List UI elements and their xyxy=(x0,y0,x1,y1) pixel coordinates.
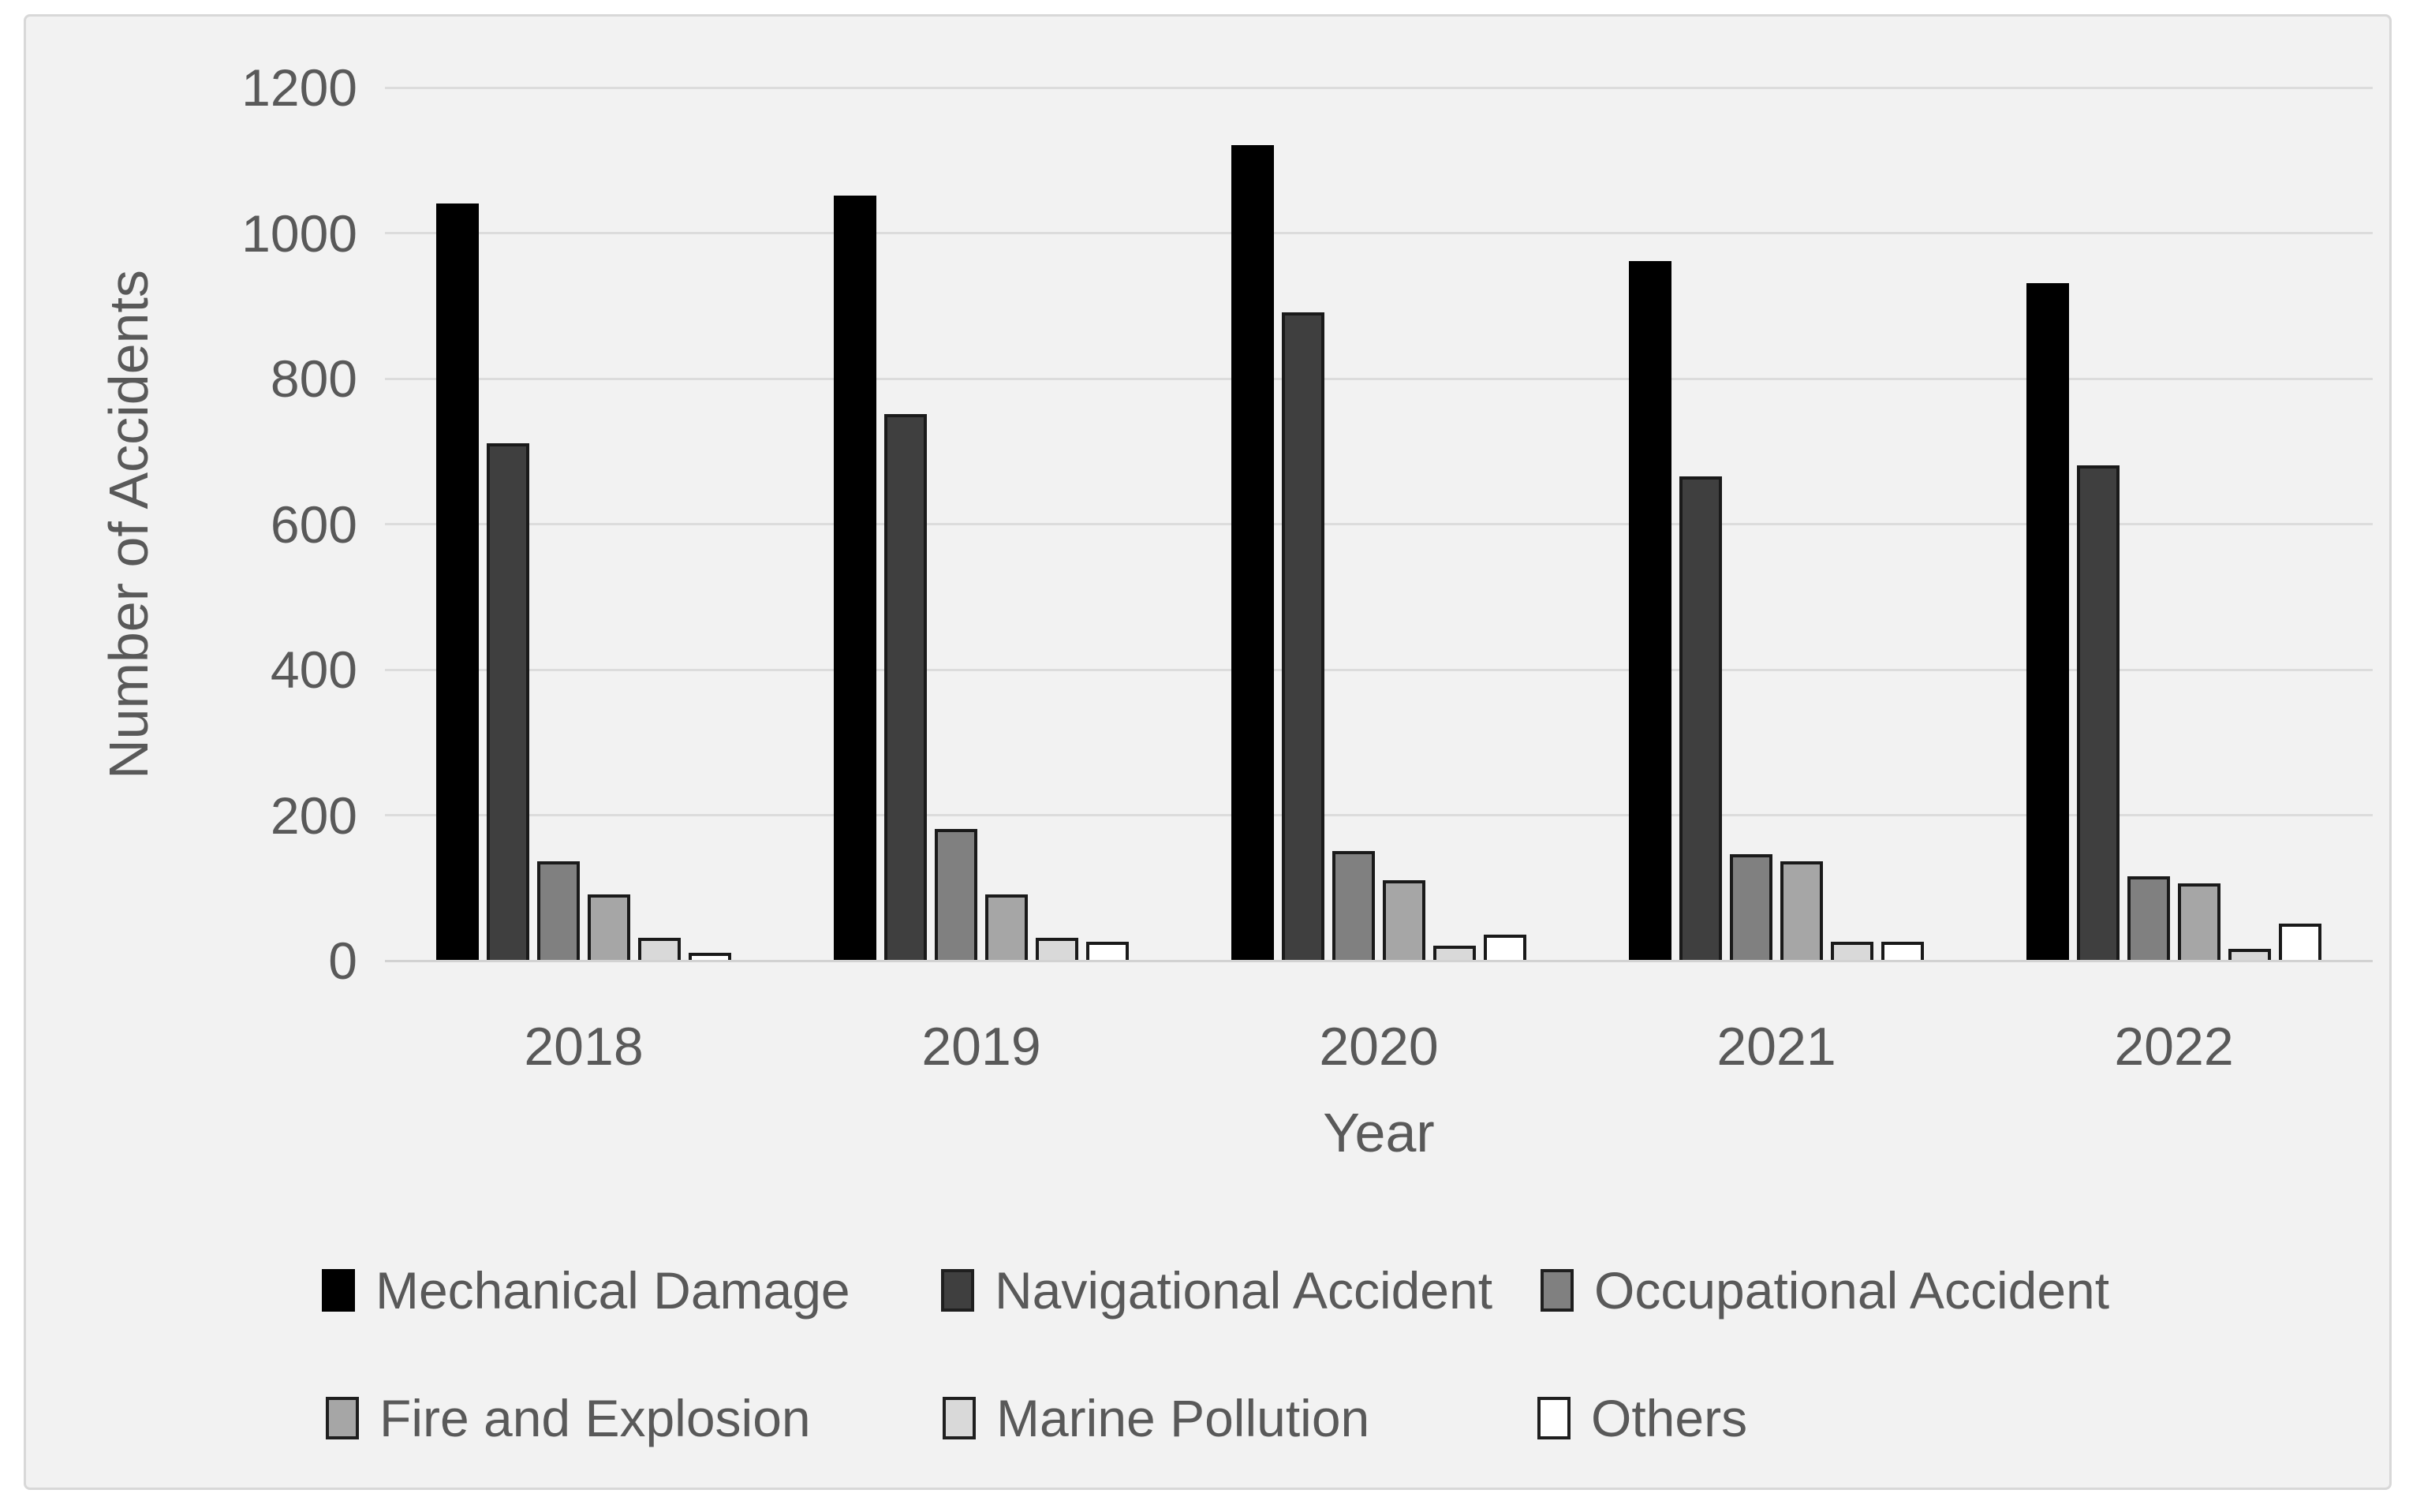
bar-2020-others xyxy=(1484,934,1526,960)
legend-item-mechanical-damage: Mechanical Damage xyxy=(322,1264,850,1316)
bar-2022-occupational-accident xyxy=(2127,875,2170,960)
bar-2019-occupational-accident xyxy=(935,828,977,960)
y-tick-label: 1000 xyxy=(241,203,357,263)
bar-2021-navigational-accident xyxy=(1679,476,1722,960)
bar-2020-navigational-accident xyxy=(1282,312,1324,960)
x-tick-label: 2019 xyxy=(921,1017,1041,1077)
x-axis-line xyxy=(385,959,2373,962)
bar-2022-mechanical-damage xyxy=(2026,283,2069,960)
gridline xyxy=(385,232,2373,234)
legend-swatch-icon xyxy=(1537,1397,1571,1439)
x-axis-title: Year xyxy=(1323,1102,1435,1163)
chart-canvas: Number of Accidents Year Mechanical Dama… xyxy=(24,14,2392,1490)
bar-2020-fire-and-explosion xyxy=(1383,879,1425,960)
bar-2018-navigational-accident xyxy=(487,443,529,960)
legend-swatch-icon xyxy=(326,1397,359,1439)
plot-area xyxy=(385,86,2373,962)
x-tick-label: 2021 xyxy=(1716,1017,1836,1077)
bar-2019-fire-and-explosion xyxy=(985,894,1028,960)
bar-2018-others xyxy=(689,952,731,960)
bar-2022-fire-and-explosion xyxy=(2178,883,2220,960)
y-tick-label: 1200 xyxy=(241,58,357,117)
legend-swatch-icon xyxy=(1541,1269,1574,1312)
x-tick-label: 2020 xyxy=(1319,1017,1439,1077)
bar-2019-navigational-accident xyxy=(884,414,927,960)
y-tick-label: 800 xyxy=(270,349,357,408)
x-tick-label: 2022 xyxy=(2114,1017,2234,1077)
legend-label: Fire and Explosion xyxy=(379,1389,811,1447)
x-tick-label: 2018 xyxy=(524,1017,644,1077)
legend-item-fire-and-explosion: Fire and Explosion xyxy=(326,1392,811,1444)
legend-item-others: Others xyxy=(1537,1392,1747,1444)
legend-swatch-icon xyxy=(941,1269,974,1312)
bar-2020-mechanical-damage xyxy=(1231,144,1274,960)
legend-swatch-icon xyxy=(322,1269,355,1312)
legend-swatch-icon xyxy=(943,1397,976,1439)
legend-label: Others xyxy=(1591,1389,1748,1447)
legend-label: Marine Pollution xyxy=(996,1389,1370,1447)
bar-2022-others xyxy=(2279,923,2321,960)
gridline xyxy=(385,523,2373,525)
gridline xyxy=(385,668,2373,671)
bar-2021-fire-and-explosion xyxy=(1780,861,1823,960)
bar-2019-marine-pollution xyxy=(1036,938,1078,960)
bar-2021-occupational-accident xyxy=(1730,854,1772,960)
bar-2018-occupational-accident xyxy=(537,861,580,960)
gridline xyxy=(385,377,2373,380)
legend-label: Navigational Accident xyxy=(995,1261,1493,1320)
legend-item-marine-pollution: Marine Pollution xyxy=(943,1392,1369,1444)
legend-label: Mechanical Damage xyxy=(375,1261,850,1320)
bar-2021-others xyxy=(1881,941,1924,960)
bar-2021-marine-pollution xyxy=(1831,941,1873,960)
bar-2020-marine-pollution xyxy=(1433,945,1476,960)
bar-2022-navigational-accident xyxy=(2077,465,2120,960)
bar-2018-fire-and-explosion xyxy=(588,894,630,960)
gridline xyxy=(385,86,2373,89)
bar-2022-marine-pollution xyxy=(2228,949,2271,960)
bar-2018-marine-pollution xyxy=(638,938,681,960)
bar-2019-others xyxy=(1086,941,1129,960)
gridline xyxy=(385,814,2373,816)
bar-2020-occupational-accident xyxy=(1332,850,1375,960)
legend-item-navigational-accident: Navigational Accident xyxy=(941,1264,1492,1316)
y-tick-label: 0 xyxy=(328,931,357,990)
y-tick-label: 600 xyxy=(270,495,357,554)
y-tick-label: 400 xyxy=(270,640,357,699)
y-tick-label: 200 xyxy=(270,786,357,845)
bar-2021-mechanical-damage xyxy=(1629,261,1671,960)
legend-label: Occupational Accident xyxy=(1594,1261,2110,1320)
bar-2018-mechanical-damage xyxy=(436,203,479,960)
legend-item-occupational-accident: Occupational Accident xyxy=(1541,1264,2109,1316)
bar-2019-mechanical-damage xyxy=(834,196,876,960)
